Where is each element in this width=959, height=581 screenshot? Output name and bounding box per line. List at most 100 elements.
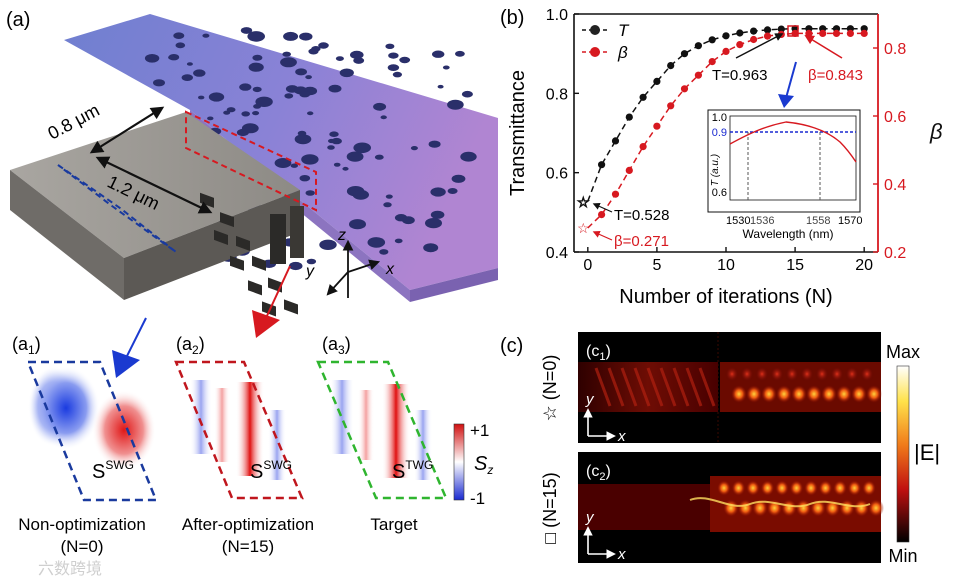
svg-text:SSWG: SSWG (92, 458, 134, 483)
a1-caption-1: Non-optimization (18, 515, 146, 534)
e-colorbar-bottom: Min (888, 546, 917, 566)
field-spot (776, 385, 792, 403)
air-hole (248, 62, 264, 72)
annotation-beta15: β=0.843 (808, 67, 863, 84)
air-hole (282, 51, 292, 57)
inset-transmission-curve (729, 121, 857, 163)
series-point-0 (777, 25, 785, 33)
inset-ytick-3: 0.6 (712, 187, 727, 199)
air-hole (307, 111, 314, 116)
air-hole (350, 50, 364, 60)
air-hole (252, 111, 260, 116)
air-hole (173, 32, 185, 39)
svg-text:(c2): (c2) (586, 463, 611, 483)
pixel-hole (268, 277, 282, 293)
panel-b-label: (b) (500, 7, 524, 29)
slab-side-face (410, 268, 498, 302)
series-point-0 (598, 161, 606, 169)
air-hole (385, 194, 393, 199)
a2-caption-2: (N=15) (222, 537, 274, 556)
field-spot (806, 385, 822, 403)
pixel-hole (262, 301, 276, 317)
c2-label-sub: 2 (599, 471, 605, 483)
x-tick-label: 20 (855, 257, 873, 274)
a1-label-sub: 1 (28, 343, 35, 357)
sz-maps: (a1) SSWG Non-optimization (N=0) (a2) SS… (12, 334, 493, 556)
air-hole (392, 71, 402, 78)
air-hole (331, 137, 342, 145)
air-hole (255, 96, 273, 108)
field-spot (770, 366, 784, 382)
field-spot (752, 499, 768, 517)
c2-axis-y: y (585, 509, 595, 526)
field-spot (731, 480, 746, 496)
air-hole (308, 48, 319, 55)
svg-text:(a1): (a1) (12, 334, 41, 357)
series-point-1 (694, 71, 703, 79)
air-hole (437, 84, 444, 89)
air-hole (430, 210, 445, 219)
field-spot (845, 366, 859, 382)
pixel-hole (248, 280, 262, 296)
series-point-0 (611, 137, 620, 145)
air-hole (333, 162, 341, 167)
coordinate-axes: z y x (305, 227, 395, 298)
air-hole (274, 158, 292, 168)
field-spot (740, 366, 754, 382)
series-point-0 (625, 113, 633, 121)
dimension-width-arrow (95, 156, 213, 214)
field-stripe (633, 367, 651, 407)
series-point-0 (722, 32, 730, 40)
air-hole (299, 32, 313, 41)
a3-s-label: S (392, 461, 405, 483)
air-hole (153, 79, 165, 87)
field-spot (862, 480, 876, 496)
inset-ylabel: T (a.u.) (710, 154, 721, 186)
annotation-T0: T=0.528 (614, 207, 669, 224)
series-point-0 (653, 77, 661, 85)
series-point-1 (736, 41, 744, 49)
field-spot (860, 366, 874, 382)
pixel-hole (220, 212, 234, 228)
x-tick-label: 15 (786, 257, 804, 274)
dimension-gap-arrow (89, 106, 165, 154)
pixel-hole (284, 299, 298, 315)
x-tick-label: 0 (583, 257, 592, 274)
a1-red-lobe (92, 390, 156, 470)
air-hole (305, 75, 312, 80)
series-point-0 (680, 50, 689, 58)
air-hole (175, 42, 186, 49)
photonic-crystal-slab (64, 14, 498, 290)
air-hole (383, 202, 392, 208)
air-hole (299, 175, 311, 182)
pixel-pillar (270, 214, 286, 264)
inset-ytick-1: 1.0 (712, 112, 727, 124)
air-hole (283, 31, 299, 41)
field-spot (723, 499, 739, 517)
a1-label-close: ) (35, 334, 41, 354)
air-hole (329, 131, 339, 137)
air-hole (410, 146, 418, 151)
air-hole (241, 123, 259, 134)
slab-air-holes (144, 27, 477, 271)
sz-colorbar-label: S (474, 453, 488, 475)
a3-label: (a (322, 334, 339, 354)
air-hole (442, 65, 450, 70)
air-hole (295, 68, 307, 76)
pixel-hole (252, 255, 266, 271)
sz-colorbar-label-sub: z (486, 463, 493, 477)
a2-label: (a (176, 334, 193, 354)
chart-annotations: T=0.963 β=0.843 ☆ T=0.528 ☆ β=0.271 (577, 25, 863, 250)
legend-beta-label: β (617, 43, 628, 62)
x-tick-label: 5 (652, 257, 661, 274)
field-spot (800, 366, 814, 382)
e-colorbar-bar (896, 365, 910, 543)
legend-T-label: T (618, 21, 630, 40)
series-point-1 (819, 29, 827, 37)
waveguide-side (124, 190, 300, 300)
air-hole (288, 261, 303, 271)
air-hole (402, 216, 415, 225)
air-hole (335, 56, 344, 61)
air-hole (252, 54, 263, 61)
air-hole (239, 83, 252, 91)
